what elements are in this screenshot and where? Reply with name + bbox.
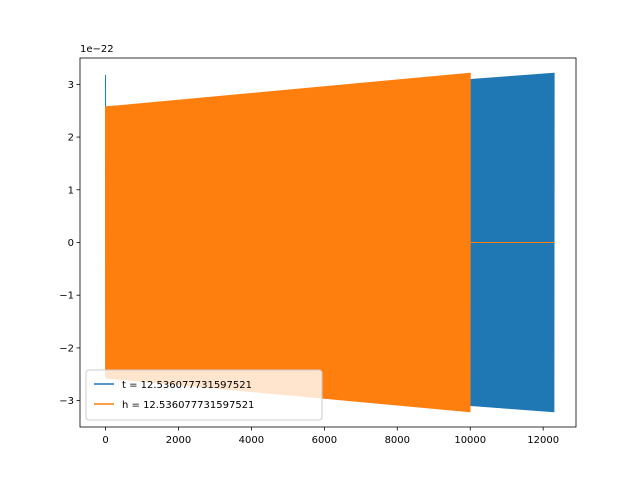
y-tick-label: 2 <box>68 133 74 144</box>
y-axis: −3 −2 −1 0 1 2 3 <box>59 80 80 407</box>
y-tick-label: 1 <box>68 185 74 196</box>
legend-label-1: t = 12.536077731597521 <box>122 380 252 391</box>
y-tick-label: −3 <box>59 396 74 407</box>
x-tick-label: 4000 <box>239 435 264 446</box>
x-tick-label: 0 <box>102 435 108 446</box>
legend-label-2: h = 12.536077731597521 <box>122 400 254 411</box>
x-tick-label: 6000 <box>312 435 337 446</box>
y-tick-label: 3 <box>68 80 74 91</box>
y-tick-label: −1 <box>59 291 74 302</box>
y-tick-label: 0 <box>68 238 74 249</box>
legend-box <box>85 369 323 421</box>
x-axis: 0 2000 4000 6000 8000 10000 12000 <box>102 427 559 446</box>
x-tick-label: 12000 <box>527 435 559 446</box>
x-tick-label: 2000 <box>166 435 191 446</box>
y-tick-label: −2 <box>59 343 74 354</box>
x-tick-label: 10000 <box>454 435 486 446</box>
x-tick-label: 8000 <box>385 435 410 446</box>
legend: t = 12.536077731597521 h = 12.53607773159… <box>85 369 323 421</box>
series-layer <box>105 72 555 413</box>
y-offset-label: 1e−22 <box>80 44 114 55</box>
